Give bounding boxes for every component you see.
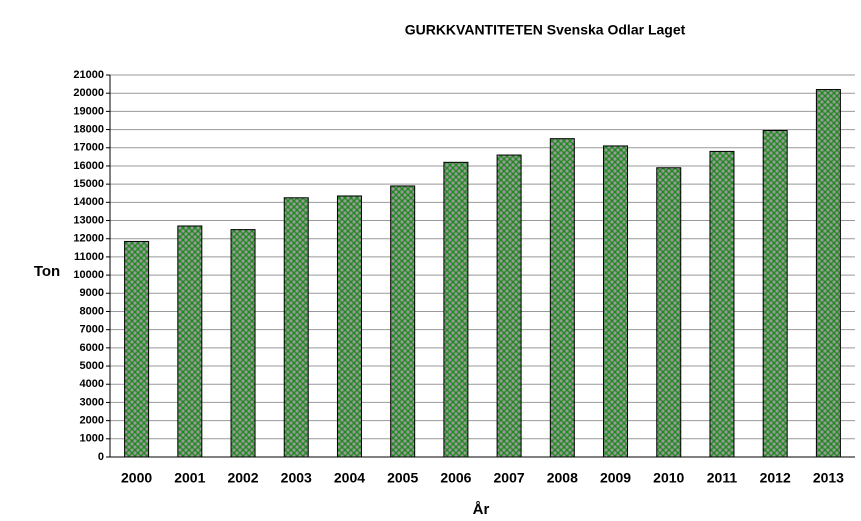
x-tick-label: 2008	[547, 470, 578, 486]
y-tick-label: 11000	[74, 251, 104, 263]
x-tick-label: 2001	[174, 470, 205, 486]
y-tick-label: 20000	[73, 87, 104, 99]
y-tick-label: 9000	[80, 287, 104, 299]
y-tick-label: 21000	[73, 69, 104, 81]
y-tick-label: 2000	[80, 415, 104, 427]
y-tick-label: 15000	[73, 178, 104, 190]
bar	[177, 225, 203, 458]
y-tick-label: 7000	[80, 324, 104, 336]
bar	[390, 185, 416, 458]
bar	[603, 145, 629, 458]
x-tick-label: 2000	[121, 470, 152, 486]
bar	[656, 167, 682, 458]
x-axis-label: År	[473, 501, 490, 518]
y-tick-label: 14000	[73, 196, 104, 208]
y-tick-label: 17000	[73, 142, 104, 154]
bar	[336, 195, 362, 458]
x-tick-label: 2012	[760, 470, 791, 486]
x-tick-label: 2009	[600, 470, 631, 486]
y-tick-label: 1000	[80, 433, 104, 445]
y-tick-label: 13000	[73, 214, 104, 226]
bar	[762, 129, 788, 458]
x-tick-label: 2004	[334, 470, 365, 486]
y-tick-label: 18000	[73, 123, 104, 135]
y-tick-label: 19000	[73, 105, 104, 117]
x-tick-label: 2007	[494, 470, 525, 486]
y-tick-label: 4000	[80, 378, 104, 390]
x-tick-label: 2005	[387, 470, 418, 486]
y-tick-label: 0	[98, 451, 104, 463]
y-axis-label: Ton	[34, 263, 60, 280]
y-tick-label: 5000	[80, 360, 104, 372]
x-tick-label: 2003	[281, 470, 312, 486]
x-tick-label: 2010	[653, 470, 684, 486]
bar	[815, 89, 841, 458]
y-tick-label: 10000	[73, 269, 104, 281]
bar	[230, 229, 256, 458]
y-tick-label: 12000	[73, 233, 104, 245]
x-tick-label: 2011	[707, 470, 738, 486]
bar	[549, 138, 575, 458]
bar	[709, 150, 735, 458]
bar	[443, 161, 469, 458]
y-tick-label: 6000	[80, 342, 104, 354]
y-tick-label: 3000	[80, 396, 104, 408]
x-tick-label: 2013	[813, 470, 844, 486]
x-tick-label: 2006	[440, 470, 471, 486]
chart-title: GURKKVANTITETEN Svenska Odlar Laget	[405, 22, 686, 38]
y-tick-label: 8000	[80, 305, 104, 317]
x-tick-label: 2002	[227, 470, 258, 486]
bar	[124, 240, 150, 458]
y-tick-label: 16000	[73, 160, 104, 172]
bar	[496, 154, 522, 458]
bar	[283, 197, 309, 458]
